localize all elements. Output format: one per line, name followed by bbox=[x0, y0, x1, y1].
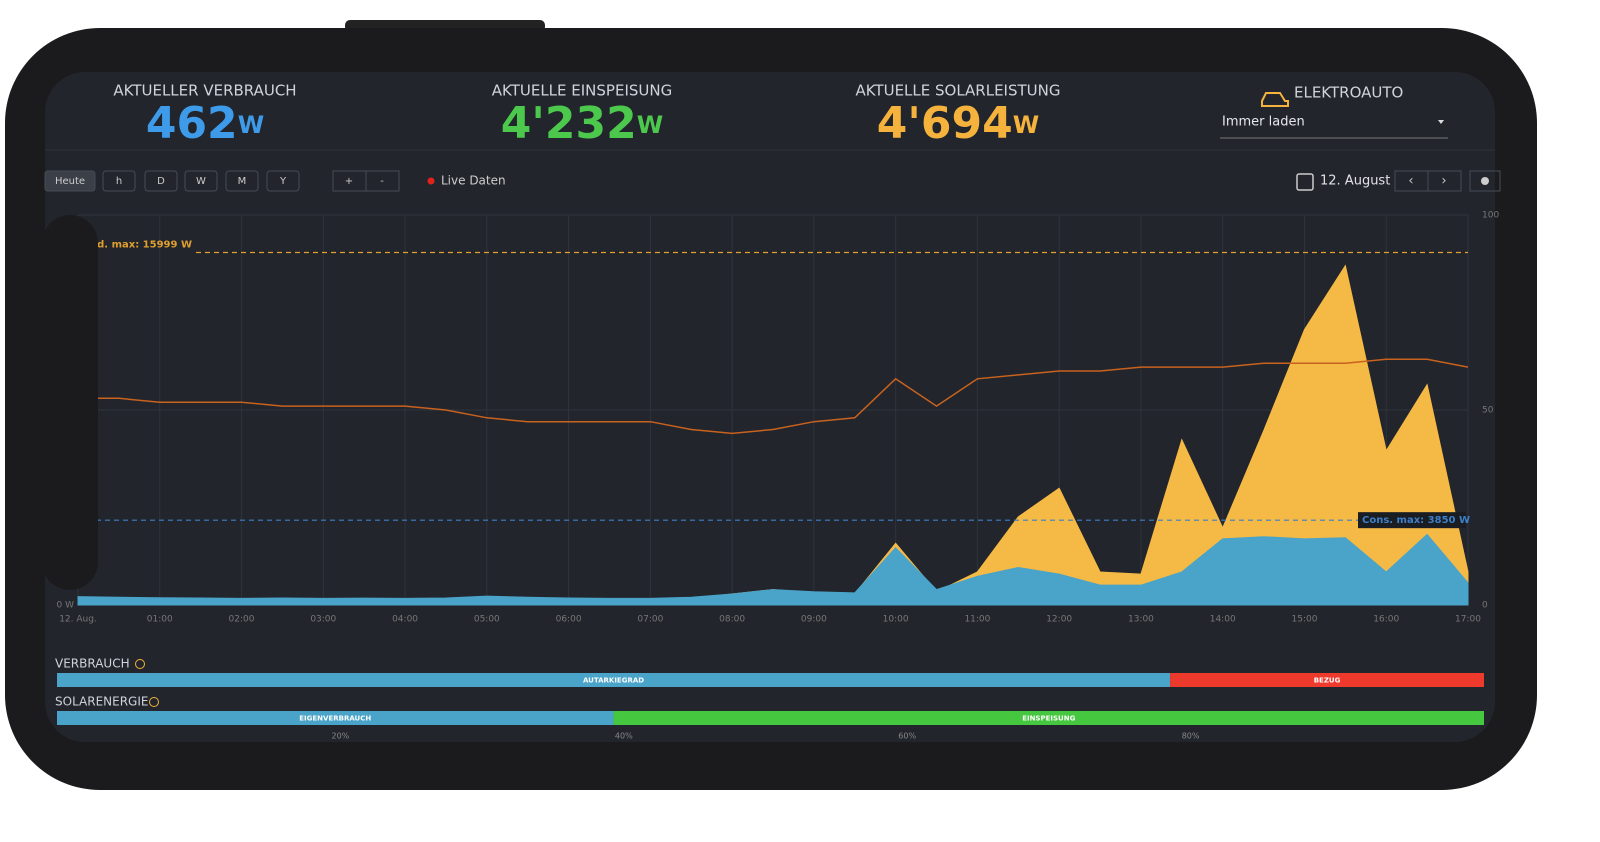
range-button[interactable] bbox=[102, 170, 136, 192]
range-button-label: h bbox=[116, 176, 122, 187]
range-button-label: M bbox=[238, 176, 247, 187]
bar-tick-label: 60% bbox=[898, 732, 916, 741]
nav-label: › bbox=[1441, 174, 1446, 189]
range-button[interactable] bbox=[266, 170, 300, 192]
range-button[interactable] bbox=[184, 170, 218, 192]
x-tick-label: 14:00 bbox=[1210, 615, 1236, 625]
calendar-icon bbox=[1296, 173, 1314, 191]
bar-title: VERBRAUCH bbox=[55, 657, 130, 671]
share-bar bbox=[57, 711, 614, 725]
dropdown-arrow bbox=[1438, 120, 1444, 124]
metric-label: AKTUELLE EINSPEISUNG bbox=[492, 82, 672, 100]
share-label: BEZUG bbox=[1314, 677, 1341, 685]
x-tick-label: 02:00 bbox=[229, 615, 255, 625]
metric-number: 4'694 bbox=[877, 98, 1013, 149]
x-tick-label: 12:00 bbox=[1046, 615, 1072, 625]
x-tick-label: 04:00 bbox=[392, 615, 418, 625]
x-tick-label: 03:00 bbox=[310, 615, 336, 625]
x-tick-label: 07:00 bbox=[637, 615, 663, 625]
range-button[interactable] bbox=[144, 170, 178, 192]
range-button-label: W bbox=[196, 176, 206, 187]
nav-label: ‹ bbox=[1408, 174, 1413, 189]
x-tick-label: 10:00 bbox=[883, 615, 909, 625]
reference-label-bg bbox=[1358, 512, 1466, 529]
bar-tick-label: 80% bbox=[1182, 732, 1200, 741]
area-series bbox=[77, 533, 1469, 606]
range-button[interactable] bbox=[225, 170, 259, 192]
reference-label: Prod. max: 15999 W bbox=[78, 239, 192, 250]
y-tick-label: 0 W bbox=[57, 601, 75, 611]
live-dot bbox=[427, 177, 435, 185]
metric-number: 462 bbox=[146, 98, 238, 149]
zoom-label: + bbox=[345, 176, 353, 187]
metric-value: 4'694W bbox=[877, 98, 1039, 149]
share-label: EINSPEISUNG bbox=[1022, 715, 1075, 723]
x-tick-label: 06:00 bbox=[556, 615, 582, 625]
metric-number: 4'232 bbox=[501, 98, 637, 149]
metric-value: 462W bbox=[146, 98, 264, 149]
range-button-label: Y bbox=[279, 176, 287, 187]
metric-unit: W bbox=[637, 111, 663, 139]
metric-value: 4'232W bbox=[501, 98, 663, 149]
x-tick-label: 11:00 bbox=[964, 615, 990, 625]
bar-title: SOLARENERGIE bbox=[55, 695, 148, 709]
x-tick-label: 13:00 bbox=[1128, 615, 1154, 625]
x-tick-label: 16:00 bbox=[1373, 615, 1399, 625]
share-label: AUTARKIEGRAD bbox=[583, 677, 644, 685]
share-bar bbox=[613, 711, 1484, 725]
info-icon bbox=[135, 659, 145, 669]
metric-unit: W bbox=[1013, 111, 1039, 139]
ev-mode[interactable]: Immer laden bbox=[1222, 115, 1305, 130]
bar-tick-label: 20% bbox=[332, 732, 350, 741]
x-tick-label: 05:00 bbox=[474, 615, 500, 625]
info-icon bbox=[149, 697, 159, 707]
settings-icon bbox=[1481, 177, 1489, 185]
line-series bbox=[78, 358, 1469, 435]
y2-tick-label: 50 bbox=[1482, 406, 1494, 416]
range-button[interactable] bbox=[44, 170, 96, 192]
metric-label: AKTUELLE SOLARLEISTUNG bbox=[856, 82, 1061, 100]
metric-unit: W bbox=[238, 111, 264, 139]
x-tick-label: 12. Aug. bbox=[59, 615, 97, 625]
car-icon bbox=[1261, 92, 1289, 107]
range-button-label: D bbox=[157, 176, 165, 187]
zoom-button[interactable] bbox=[365, 170, 400, 192]
x-tick-label: 01:00 bbox=[147, 615, 173, 625]
nav-button[interactable] bbox=[1427, 170, 1462, 192]
share-bar bbox=[1170, 673, 1484, 687]
share-label: EIGENVERBRAUCH bbox=[299, 715, 371, 723]
bar-tick-label: 40% bbox=[615, 732, 633, 741]
x-tick-label: 17:00 bbox=[1455, 615, 1481, 625]
x-tick-label: 08:00 bbox=[719, 615, 745, 625]
date-label[interactable]: 12. August bbox=[1320, 174, 1390, 189]
x-tick-label: 09:00 bbox=[801, 615, 827, 625]
live-label[interactable]: Live Daten bbox=[441, 174, 506, 188]
y2-tick-label: 0 bbox=[1482, 601, 1488, 611]
range-button-label: Heute bbox=[55, 176, 85, 187]
settings-button[interactable] bbox=[1469, 170, 1501, 192]
share-bar bbox=[57, 673, 1171, 687]
y2-tick-label: 100 bbox=[1482, 211, 1499, 221]
reference-label: Cons. max: 3850 W bbox=[1362, 515, 1470, 526]
notch bbox=[42, 215, 98, 590]
zoom-label: - bbox=[380, 176, 384, 187]
ev-title: ELEKTROAUTO bbox=[1294, 84, 1403, 102]
x-tick-label: 15:00 bbox=[1292, 615, 1318, 625]
metric-label: AKTUELLER VERBRAUCH bbox=[113, 82, 296, 100]
